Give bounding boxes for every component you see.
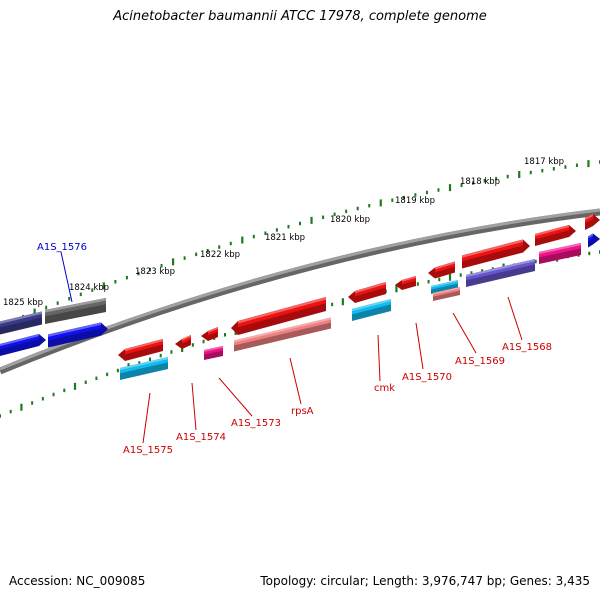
feature-shine bbox=[535, 225, 569, 237]
leader-line bbox=[142, 392, 151, 444]
gene-feature bbox=[466, 259, 535, 287]
gene-feature bbox=[0, 334, 46, 356]
feature-shine bbox=[352, 299, 391, 312]
leader-line bbox=[507, 296, 523, 341]
feature-shine bbox=[539, 243, 581, 255]
gene-label: A1S_1569 bbox=[455, 356, 505, 367]
gene-feature bbox=[234, 317, 331, 352]
ruler-label: 1822 kbp bbox=[200, 250, 240, 260]
feature-shine bbox=[125, 339, 163, 352]
gene-feature bbox=[348, 282, 386, 303]
gene-label: A1S_1574 bbox=[176, 432, 226, 443]
gene-feature bbox=[585, 214, 600, 230]
ruler-labels: 1817 kbp 1818 kbp 1819 kbp 1820 kbp 1821 kbp… bbox=[3, 157, 564, 308]
gene-feature bbox=[428, 261, 455, 279]
leader-line bbox=[415, 322, 424, 370]
leader-line bbox=[452, 312, 477, 354]
feature-shine bbox=[204, 346, 223, 352]
gene-label: A1S_1576 bbox=[37, 242, 87, 253]
gene-features bbox=[0, 214, 600, 380]
ruler-label: 1823 kbp bbox=[135, 267, 175, 277]
outer-tick-ring bbox=[0, 160, 600, 328]
feature-shine bbox=[48, 322, 101, 337]
feature-shine bbox=[435, 261, 455, 270]
leader-line bbox=[377, 334, 381, 382]
map-title: Acinetobacter baumannii ATCC 17978, comp… bbox=[113, 9, 487, 24]
feature-shine bbox=[355, 282, 386, 294]
feature-shine bbox=[0, 311, 42, 324]
leader-line bbox=[218, 377, 253, 417]
feature-shine bbox=[588, 233, 593, 239]
gene-feature bbox=[588, 233, 600, 248]
gene-feature bbox=[352, 299, 391, 321]
leader-line bbox=[289, 357, 302, 405]
gene-feature bbox=[535, 225, 576, 246]
feature-shine bbox=[466, 259, 535, 278]
gene-feature bbox=[118, 339, 163, 361]
gene-feature bbox=[48, 322, 108, 348]
ruler-label: 1817 kbp bbox=[524, 157, 564, 167]
feature-shine bbox=[234, 317, 331, 343]
gene-label: A1S_1573 bbox=[231, 418, 281, 429]
gene-feature bbox=[201, 327, 218, 341]
ruler-label: 1819 kbp bbox=[395, 196, 435, 206]
gene-label: rpsA bbox=[291, 406, 314, 417]
gene-label: cmk bbox=[374, 383, 395, 394]
feature-shine bbox=[208, 327, 218, 333]
gene-feature bbox=[231, 297, 326, 335]
gene-label: A1S_1575 bbox=[123, 445, 173, 456]
ruler-label: 1820 kbp bbox=[330, 215, 370, 225]
accession-text: Accession: NC_009085 bbox=[9, 574, 146, 588]
gene-feature bbox=[433, 287, 460, 301]
gene-feature bbox=[204, 346, 223, 360]
feature-shine bbox=[585, 214, 593, 221]
ruler-label: 1825 kbp bbox=[3, 298, 43, 308]
feature-shine bbox=[462, 239, 523, 258]
ruler-label: 1824 kbp bbox=[69, 283, 109, 293]
gene-feature bbox=[120, 357, 168, 380]
feature-shine bbox=[120, 357, 168, 371]
gene-feature bbox=[462, 239, 530, 269]
feature-shine bbox=[238, 297, 326, 324]
leader-line bbox=[60, 251, 73, 303]
gene-feature bbox=[395, 276, 416, 290]
gene-label: A1S_1568 bbox=[502, 342, 552, 353]
leader-line bbox=[191, 382, 197, 431]
feature-shine bbox=[402, 276, 416, 282]
genome-summary-text: Topology: circular; Length: 3,976,747 bp… bbox=[260, 574, 590, 588]
gene-feature bbox=[45, 298, 106, 324]
ruler-label: 1818 kbp bbox=[460, 177, 500, 187]
ruler-label: 1821 kbp bbox=[265, 233, 305, 243]
gene-feature bbox=[175, 335, 191, 349]
feature-shine bbox=[433, 287, 460, 295]
feature-shine bbox=[182, 335, 191, 341]
feature-shine bbox=[431, 280, 458, 288]
gene-feature bbox=[431, 280, 458, 294]
gene-label: A1S_1570 bbox=[402, 372, 452, 383]
feature-shine bbox=[0, 334, 39, 347]
feature-shine bbox=[45, 298, 106, 313]
label-leader-lines bbox=[60, 251, 523, 444]
gene-feature bbox=[0, 311, 42, 335]
gene-feature bbox=[539, 243, 581, 264]
